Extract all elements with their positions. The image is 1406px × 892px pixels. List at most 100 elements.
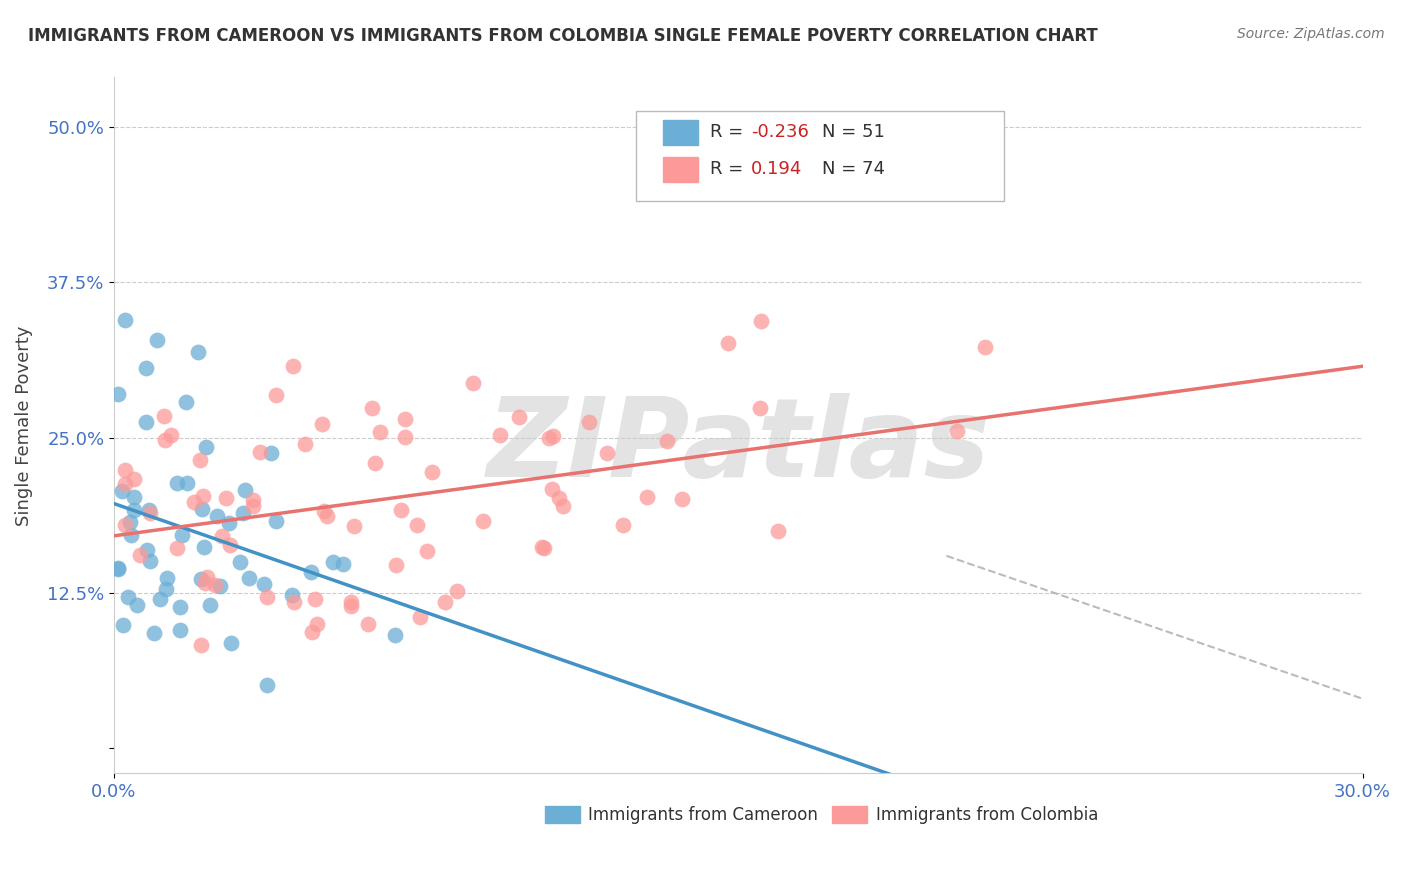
Point: [415, 544, 437, 558]
Point: [406, 518, 429, 533]
Point: [612, 517, 634, 532]
FancyBboxPatch shape: [636, 111, 1004, 202]
Point: [364, 456, 387, 470]
Point: [170, 528, 193, 542]
Text: -0.236: -0.236: [751, 123, 808, 142]
Point: [283, 359, 305, 374]
Point: [537, 431, 560, 445]
Text: Immigrants from Cameroon: Immigrants from Cameroon: [589, 806, 818, 824]
Point: [242, 493, 264, 508]
Point: [183, 495, 205, 509]
Point: [304, 591, 326, 606]
Point: [596, 446, 619, 460]
Point: [749, 401, 772, 416]
Point: [749, 314, 772, 328]
Point: [368, 425, 391, 440]
Text: Immigrants from Colombia: Immigrants from Colombia: [876, 806, 1098, 824]
Point: [256, 678, 278, 692]
Point: [107, 561, 129, 575]
Text: R =: R =: [710, 161, 748, 178]
Point: [446, 584, 468, 599]
Point: [194, 440, 217, 454]
Point: [472, 514, 495, 528]
Point: [187, 345, 209, 359]
Point: [357, 616, 380, 631]
Point: [188, 453, 211, 467]
Point: [205, 508, 228, 523]
Point: [508, 410, 530, 425]
Point: [215, 491, 238, 505]
Point: [312, 504, 335, 518]
Point: [340, 599, 363, 614]
Point: [135, 415, 157, 429]
Point: [149, 591, 172, 606]
Point: [394, 412, 416, 426]
Point: [389, 503, 412, 517]
Point: [166, 541, 188, 556]
Point: [242, 499, 264, 513]
Point: [135, 542, 157, 557]
Point: [191, 489, 214, 503]
Point: [259, 446, 281, 460]
Y-axis label: Single Female Poverty: Single Female Poverty: [15, 326, 32, 525]
Point: [124, 472, 146, 486]
Point: [657, 434, 679, 448]
Point: [553, 499, 575, 513]
Text: N = 51: N = 51: [823, 123, 884, 142]
Point: [283, 595, 305, 609]
Point: [361, 401, 384, 415]
Point: [434, 595, 457, 609]
Point: [541, 482, 564, 496]
Point: [420, 465, 443, 479]
Point: [229, 555, 252, 569]
Point: [311, 417, 333, 432]
Point: [139, 506, 162, 520]
Point: [219, 538, 242, 552]
Point: [194, 576, 217, 591]
Point: [204, 577, 226, 591]
Point: [155, 433, 177, 447]
Text: 0.194: 0.194: [751, 161, 803, 178]
Point: [156, 571, 179, 585]
Point: [114, 477, 136, 491]
Point: [124, 502, 146, 516]
Point: [578, 415, 600, 429]
Point: [111, 618, 134, 632]
Point: [111, 483, 134, 498]
Point: [253, 577, 276, 591]
Point: [155, 582, 177, 597]
Point: [543, 428, 565, 442]
Point: [122, 491, 145, 505]
Point: [127, 598, 149, 612]
Point: [120, 528, 142, 542]
Point: [211, 529, 233, 543]
Point: [332, 557, 354, 571]
Point: [264, 388, 287, 402]
Point: [107, 560, 129, 574]
Point: [193, 540, 215, 554]
Point: [343, 519, 366, 533]
Point: [128, 548, 150, 562]
Point: [152, 409, 174, 423]
Point: [264, 514, 287, 528]
Point: [409, 610, 432, 624]
Point: [322, 555, 344, 569]
Point: [208, 579, 231, 593]
Point: [548, 491, 571, 505]
Point: [176, 475, 198, 490]
Point: [316, 509, 339, 524]
Text: ZIPatlas: ZIPatlas: [486, 392, 990, 500]
Point: [636, 490, 658, 504]
Point: [671, 491, 693, 506]
Point: [489, 428, 512, 442]
Point: [294, 437, 316, 451]
Point: [138, 502, 160, 516]
Point: [142, 625, 165, 640]
Point: [256, 590, 278, 604]
Text: R =: R =: [710, 123, 748, 142]
Point: [190, 638, 212, 652]
Point: [174, 395, 197, 409]
Point: [139, 554, 162, 568]
Point: [249, 445, 271, 459]
Text: IMMIGRANTS FROM CAMEROON VS IMMIGRANTS FROM COLOMBIA SINGLE FEMALE POVERTY CORRE: IMMIGRANTS FROM CAMEROON VS IMMIGRANTS F…: [28, 27, 1098, 45]
